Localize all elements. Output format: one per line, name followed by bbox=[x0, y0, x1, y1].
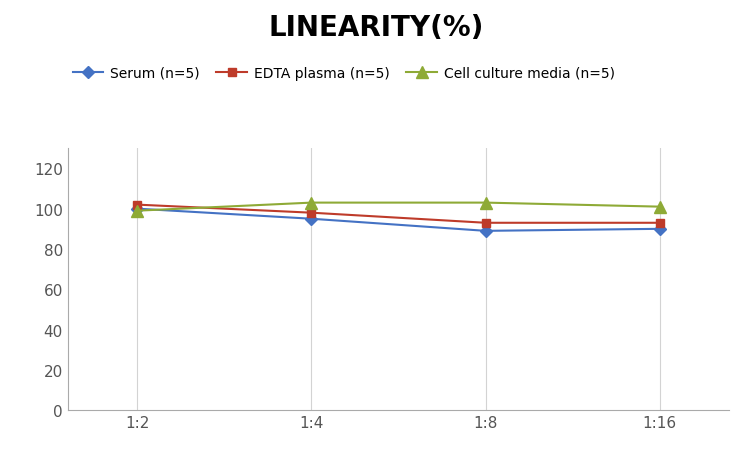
Line: EDTA plasma (n=5): EDTA plasma (n=5) bbox=[133, 201, 664, 227]
Line: Cell culture media (n=5): Cell culture media (n=5) bbox=[132, 198, 666, 217]
Legend: Serum (n=5), EDTA plasma (n=5), Cell culture media (n=5): Serum (n=5), EDTA plasma (n=5), Cell cul… bbox=[67, 61, 620, 86]
EDTA plasma (n=5) bbox=[655, 221, 664, 226]
Serum (n=5) bbox=[481, 229, 490, 234]
EDTA plasma (n=5) bbox=[307, 211, 316, 216]
Serum (n=5) bbox=[307, 216, 316, 222]
Line: Serum (n=5): Serum (n=5) bbox=[133, 205, 664, 235]
EDTA plasma (n=5) bbox=[481, 221, 490, 226]
Cell culture media (n=5) bbox=[655, 204, 664, 210]
Text: LINEARITY(%): LINEARITY(%) bbox=[268, 14, 484, 41]
Cell culture media (n=5) bbox=[307, 200, 316, 206]
EDTA plasma (n=5) bbox=[133, 202, 142, 208]
Cell culture media (n=5) bbox=[133, 208, 142, 214]
Serum (n=5) bbox=[655, 226, 664, 232]
Cell culture media (n=5) bbox=[481, 200, 490, 206]
Serum (n=5) bbox=[133, 207, 142, 212]
